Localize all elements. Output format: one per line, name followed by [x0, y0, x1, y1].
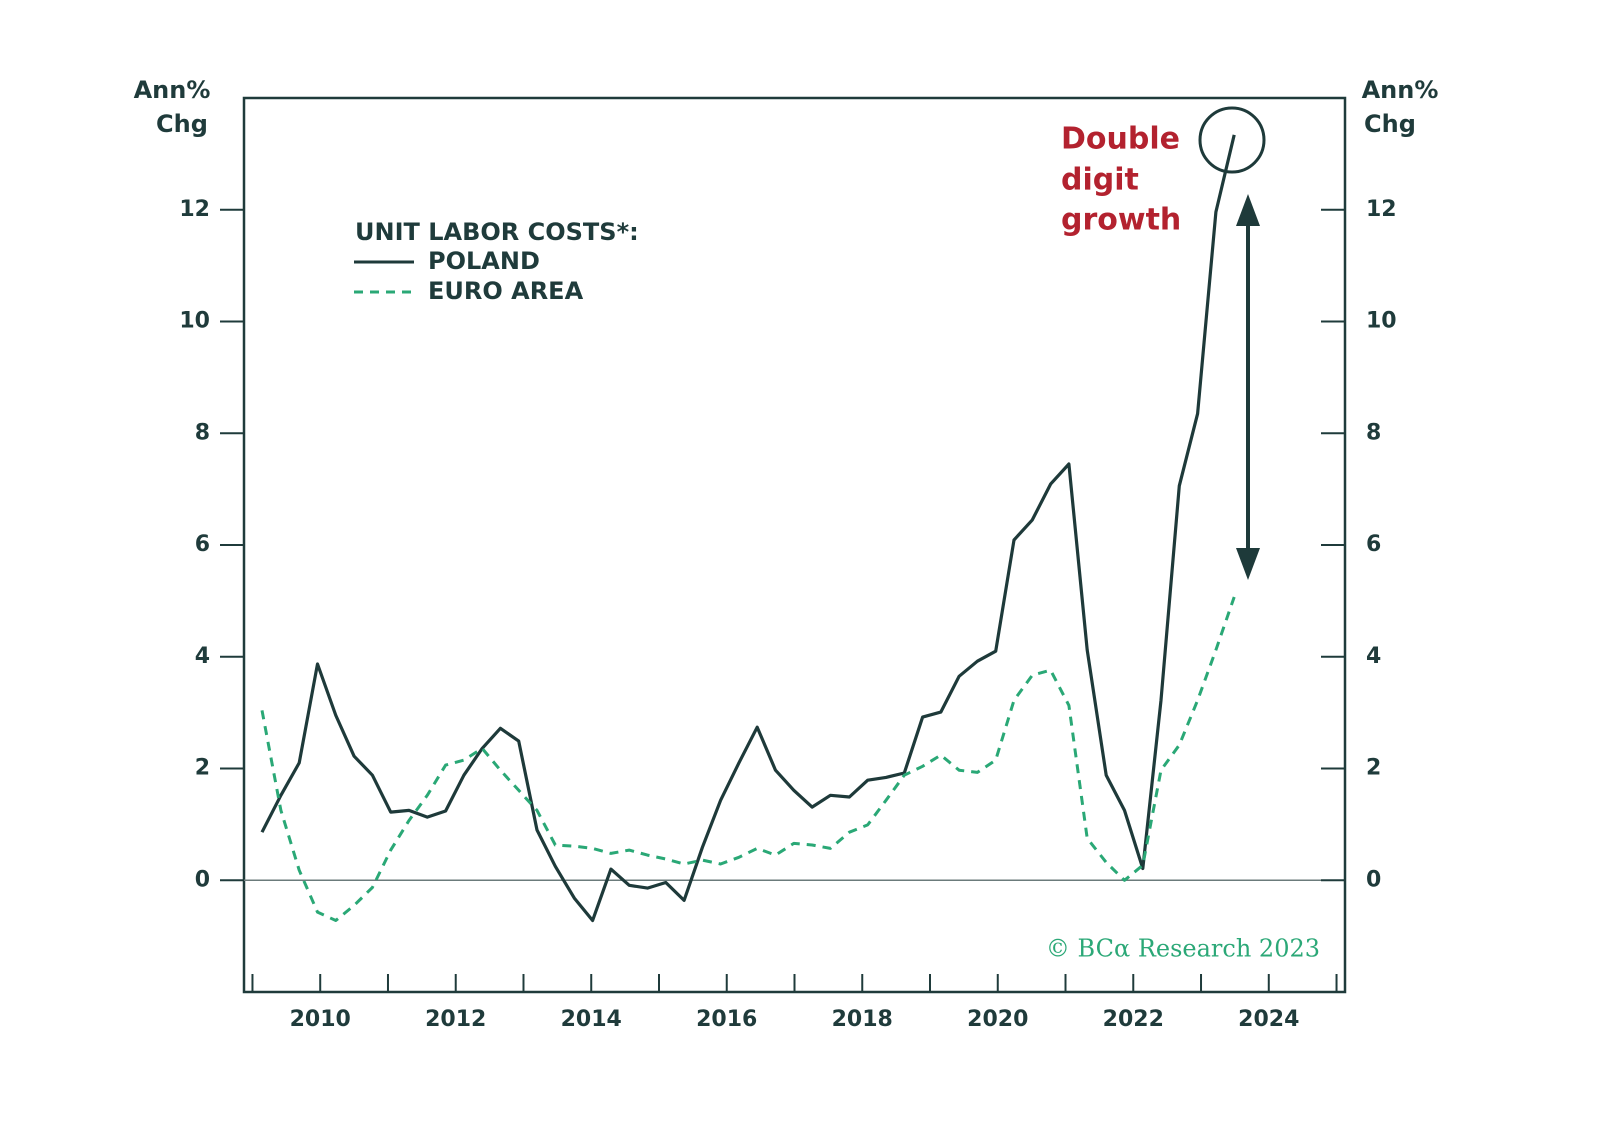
y-tick-label: 6	[195, 532, 210, 557]
y2-tick-label: 10	[1366, 309, 1397, 334]
y-tick-label: 0	[195, 867, 210, 892]
source: © BCα Research 2023	[1046, 935, 1320, 963]
y-tick-label: 12	[179, 197, 210, 222]
annotation: Double	[1061, 122, 1180, 157]
annotation: digit	[1061, 163, 1139, 198]
y2-tick-label: 4	[1366, 644, 1381, 669]
x-tick-label: 2022	[1103, 1007, 1164, 1032]
x-tick-label: 2012	[425, 1007, 486, 1032]
legend-label: POLAND	[428, 247, 540, 275]
y2-axis-label: Ann%	[1362, 76, 1439, 104]
x-tick-label: 2010	[290, 1007, 351, 1032]
arrow-head	[1236, 194, 1260, 226]
y-tick-label: 8	[195, 420, 210, 445]
highlight-circle	[1198, 106, 1266, 174]
series-line	[260, 596, 1236, 922]
legend-label: EURO AREA	[428, 277, 584, 305]
series-line	[260, 134, 1236, 923]
y2-tick-label: 0	[1366, 867, 1381, 892]
y2-tick-label: 6	[1366, 532, 1381, 557]
y2-tick-label: 8	[1366, 420, 1381, 445]
x-tick-label: 2020	[967, 1007, 1028, 1032]
legend-title: UNIT LABOR COSTS*:	[355, 218, 639, 246]
annotation: growth	[1061, 203, 1181, 238]
y-tick-label: 2	[195, 756, 210, 781]
y2-axis-label: Chg	[1364, 110, 1416, 138]
arrow-head	[1236, 548, 1260, 580]
y-axis-label: Ann%	[134, 76, 211, 104]
y2-tick-label: 12	[1366, 197, 1397, 222]
y2-tick-label: 2	[1366, 756, 1381, 781]
x-tick-label: 2014	[561, 1007, 622, 1032]
x-tick-label: 2016	[696, 1007, 757, 1032]
x-tick-label: 2024	[1238, 1007, 1299, 1032]
y-tick-label: 10	[179, 309, 210, 334]
x-tick-label: 2018	[832, 1007, 893, 1032]
y-tick-label: 4	[195, 644, 210, 669]
y-axis-label: Chg	[156, 110, 208, 138]
